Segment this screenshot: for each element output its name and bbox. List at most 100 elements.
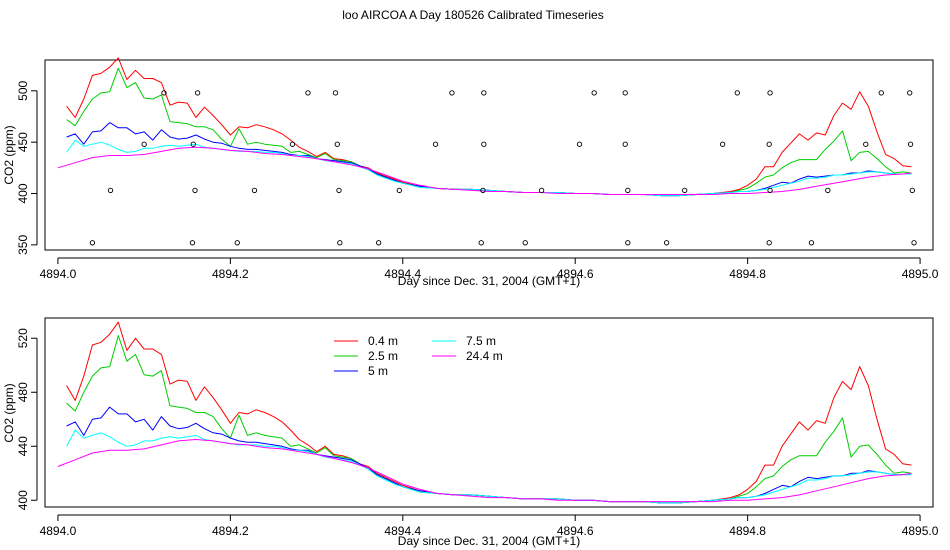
calibration-point bbox=[576, 141, 583, 147]
calibration-point bbox=[194, 90, 201, 96]
bottom-y-tick-label: 520 bbox=[16, 328, 30, 348]
calibration-point bbox=[719, 141, 726, 147]
bottom-y-tick-label: 480 bbox=[16, 382, 30, 402]
top-points-group bbox=[89, 90, 917, 246]
bottom-series-5-m bbox=[66, 406, 912, 504]
calibration-point bbox=[522, 240, 528, 246]
top-x-axis-label: Day since Dec. 31, 2004 (GMT+1) bbox=[398, 274, 580, 288]
calibration-point bbox=[161, 90, 167, 96]
legend-item-5-m: 5 m bbox=[334, 364, 388, 378]
calibration-point bbox=[337, 240, 343, 246]
bottom-x-tick-label: 4894.8 bbox=[729, 524, 766, 538]
calibration-point bbox=[591, 90, 597, 96]
top-y-axis-label: CO2 (ppm) bbox=[2, 125, 16, 184]
bottom-x-tick-label: 4894.6 bbox=[557, 524, 594, 538]
bottom-x-tick-label: 4895.0 bbox=[902, 524, 939, 538]
top-y-tick-label: 450 bbox=[16, 132, 30, 152]
calibration-point bbox=[538, 187, 545, 194]
bottom-x-tick-label: 4894.0 bbox=[40, 524, 77, 538]
top-axes: 4894.0 4894.2 4894.4 4894.6 4894.8 4895.0 350 4… bbox=[16, 80, 939, 281]
bottom-y-axis-label: CO2 (ppm) bbox=[2, 383, 16, 442]
bottom-series-7-5-m bbox=[66, 429, 912, 504]
bottom-plot-frame bbox=[44, 317, 934, 508]
calibration-point bbox=[907, 141, 914, 147]
bottom-x-tick-label: 4894.4 bbox=[384, 524, 421, 538]
top-y-tick-label: 500 bbox=[16, 80, 30, 100]
top-series-0-4-m bbox=[66, 57, 912, 197]
top-plot-frame bbox=[44, 59, 934, 251]
calibration-point bbox=[663, 240, 670, 246]
calibration-point bbox=[625, 187, 631, 194]
legend-item-2-5-m: 2.5 m bbox=[334, 349, 398, 363]
top-series-2-5-m bbox=[66, 67, 912, 197]
legend-item-24-4-m: 24.4 m bbox=[432, 349, 503, 363]
calibration-point bbox=[480, 187, 486, 194]
calibration-point bbox=[625, 240, 631, 246]
calibration-point bbox=[305, 90, 311, 96]
calibration-point bbox=[911, 240, 917, 246]
calibration-point bbox=[766, 141, 772, 147]
legend-item-0-4-m: 0.4 m bbox=[334, 334, 398, 348]
legend-label: 24.4 m bbox=[466, 349, 503, 363]
top-x-tick-label: 4894.6 bbox=[557, 267, 594, 281]
calibration-point bbox=[734, 90, 740, 96]
legend-label: 5 m bbox=[368, 364, 388, 378]
calibration-point bbox=[622, 90, 628, 96]
calibration-point bbox=[766, 240, 772, 246]
calibration-point bbox=[907, 90, 913, 96]
legend: 0.4 m2.5 m5 m 7.5 m24.4 m bbox=[334, 334, 503, 378]
calibration-point bbox=[449, 90, 455, 96]
calibration-point bbox=[396, 187, 402, 194]
bottom-y-tick-label: 400 bbox=[16, 490, 30, 510]
calibration-point bbox=[481, 90, 487, 96]
top-y-tick-label: 400 bbox=[16, 183, 30, 203]
bottom-series-group bbox=[57, 321, 912, 504]
calibration-point bbox=[767, 90, 773, 96]
calibration-point bbox=[251, 187, 258, 194]
top-series-7-5-m bbox=[66, 139, 912, 197]
calibration-point bbox=[107, 187, 114, 194]
top-series-24-4-m bbox=[57, 146, 912, 195]
top-x-tick-label: 4894.8 bbox=[729, 267, 766, 281]
legend-label: 2.5 m bbox=[368, 349, 398, 363]
calibration-point bbox=[808, 240, 815, 246]
calibration-point bbox=[909, 187, 915, 194]
bottom-series-0-4-m bbox=[66, 321, 912, 504]
calibration-point bbox=[878, 90, 884, 96]
calibration-point bbox=[189, 240, 196, 246]
legend-item-7-5-m: 7.5 m bbox=[432, 334, 496, 348]
bottom-x-axis-label: Day since Dec. 31, 2004 (GMT+1) bbox=[398, 534, 580, 548]
calibration-point bbox=[478, 240, 484, 246]
top-x-tick-label: 4894.4 bbox=[384, 267, 421, 281]
calibration-point bbox=[336, 187, 342, 194]
top-x-tick-label: 4894.2 bbox=[212, 267, 249, 281]
top-x-tick-label: 4894.0 bbox=[40, 267, 77, 281]
calibration-point bbox=[767, 187, 773, 194]
top-y-tick-label: 350 bbox=[16, 235, 30, 255]
calibration-point bbox=[192, 187, 198, 194]
calibration-point bbox=[432, 141, 439, 147]
bottom-x-tick-label: 4894.2 bbox=[212, 524, 249, 538]
calibration-point bbox=[234, 240, 240, 246]
calibration-point bbox=[825, 187, 831, 194]
calibration-point bbox=[682, 187, 688, 194]
legend-label: 0.4 m bbox=[368, 334, 398, 348]
top-x-tick-label: 4895.0 bbox=[902, 267, 939, 281]
calibration-point bbox=[863, 141, 869, 147]
calibration-point bbox=[622, 141, 628, 147]
calibration-point bbox=[481, 141, 487, 147]
bottom-y-tick-label: 440 bbox=[16, 436, 30, 456]
bottom-series-24-4-m bbox=[57, 439, 912, 503]
bottom-axes: 4894.0 4894.2 4894.4 4894.6 4894.8 4895.0 400 4… bbox=[16, 328, 939, 538]
calibration-point bbox=[190, 141, 196, 147]
figure-title: loo AIRCOA A Day 180526 Calibrated Times… bbox=[342, 8, 603, 22]
top-series-5-m bbox=[66, 122, 912, 197]
top-panel: 4894.0 4894.2 4894.4 4894.6 4894.8 4895.0 350 4… bbox=[2, 57, 939, 288]
top-series-group bbox=[57, 57, 912, 197]
bottom-panel: 4894.0 4894.2 4894.4 4894.6 4894.8 4895.0 400 4… bbox=[2, 317, 939, 548]
calibration-point bbox=[332, 90, 339, 96]
calibration-point bbox=[375, 240, 382, 246]
legend-label: 7.5 m bbox=[466, 334, 496, 348]
calibration-point bbox=[89, 240, 96, 246]
